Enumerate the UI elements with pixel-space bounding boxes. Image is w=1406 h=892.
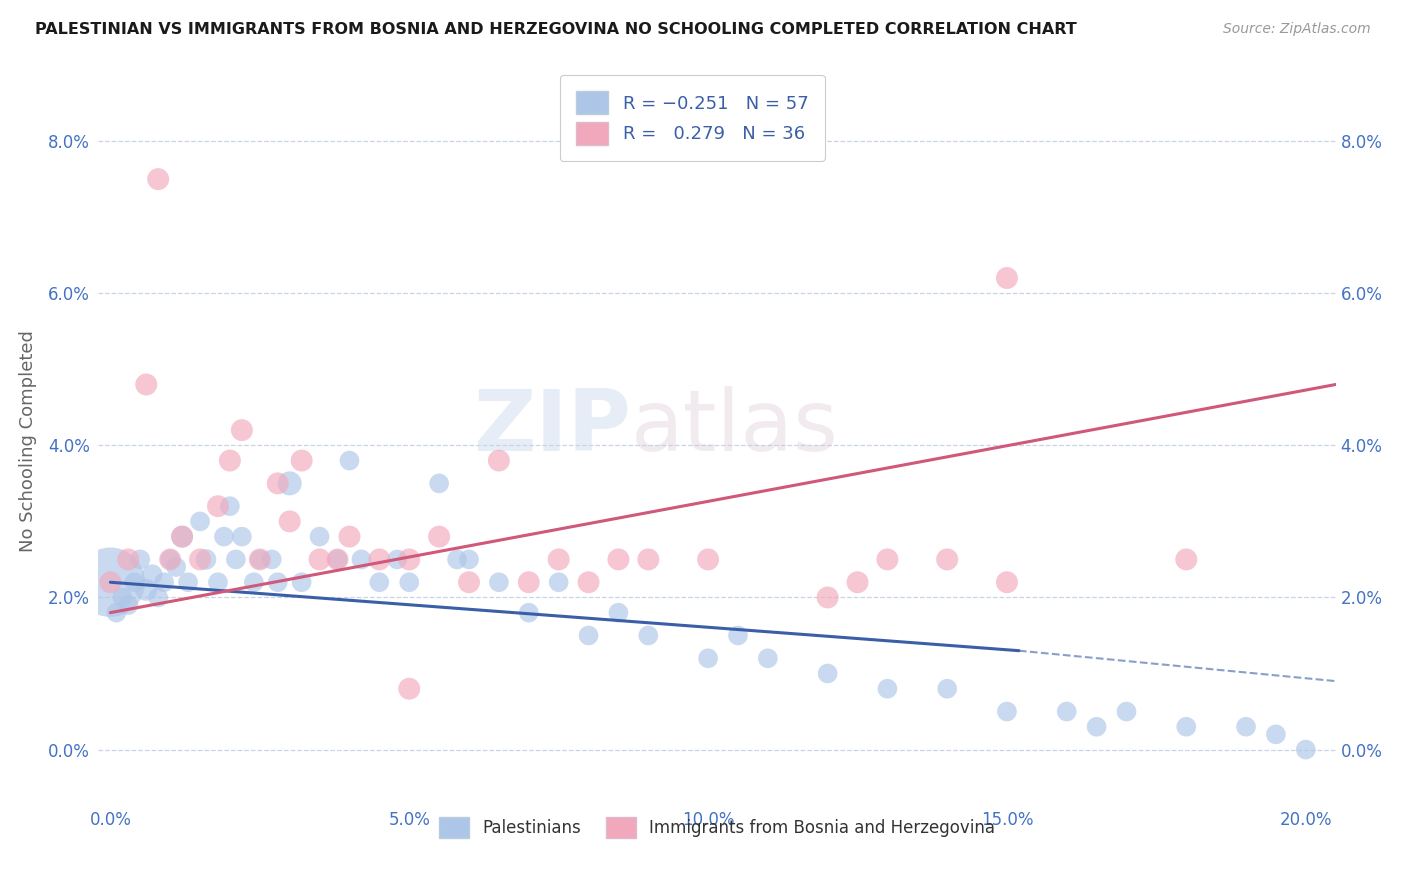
Point	[278, 476, 301, 491]
Point	[225, 552, 247, 566]
Point	[517, 575, 540, 590]
Point	[936, 552, 959, 566]
Point	[387, 552, 409, 566]
Point	[188, 515, 211, 529]
Point	[135, 377, 157, 392]
Point	[165, 560, 187, 574]
Text: PALESTINIAN VS IMMIGRANTS FROM BOSNIA AND HERZEGOVINA NO SCHOOLING COMPLETED COR: PALESTINIAN VS IMMIGRANTS FROM BOSNIA AN…	[35, 22, 1077, 37]
Point	[727, 628, 749, 642]
Point	[368, 552, 391, 566]
Point	[148, 172, 170, 186]
Point	[697, 552, 720, 566]
Point	[427, 530, 450, 544]
Point	[427, 476, 450, 491]
Point	[637, 628, 659, 642]
Point	[936, 681, 959, 696]
Point	[267, 476, 290, 491]
Point	[607, 606, 630, 620]
Point	[578, 628, 600, 642]
Point	[249, 552, 271, 566]
Point	[212, 530, 235, 544]
Point	[398, 681, 420, 696]
Point	[578, 575, 600, 590]
Point	[368, 575, 391, 590]
Point	[697, 651, 720, 665]
Point	[1295, 742, 1317, 756]
Point	[231, 530, 253, 544]
Point	[517, 606, 540, 620]
Text: atlas: atlas	[630, 385, 838, 468]
Point	[188, 552, 211, 566]
Point	[995, 271, 1018, 285]
Point	[308, 530, 330, 544]
Point	[846, 575, 869, 590]
Point	[135, 582, 157, 597]
Point	[1115, 705, 1137, 719]
Point	[1056, 705, 1078, 719]
Point	[231, 423, 253, 437]
Point	[219, 453, 242, 467]
Point	[458, 575, 481, 590]
Point	[446, 552, 468, 566]
Point	[172, 530, 194, 544]
Point	[350, 552, 373, 566]
Point	[488, 453, 510, 467]
Point	[547, 575, 569, 590]
Point	[117, 598, 139, 612]
Point	[291, 575, 314, 590]
Point	[278, 515, 301, 529]
Point	[339, 530, 361, 544]
Point	[267, 575, 290, 590]
Point	[308, 552, 330, 566]
Point	[488, 575, 510, 590]
Point	[876, 681, 898, 696]
Point	[876, 552, 898, 566]
Point	[995, 705, 1018, 719]
Point	[291, 453, 314, 467]
Point	[1175, 552, 1198, 566]
Point	[398, 552, 420, 566]
Point	[995, 575, 1018, 590]
Point	[458, 552, 481, 566]
Point	[159, 552, 181, 566]
Point	[243, 575, 266, 590]
Point	[260, 552, 283, 566]
Point	[1085, 720, 1108, 734]
Point	[756, 651, 779, 665]
Point	[177, 575, 200, 590]
Point	[817, 666, 839, 681]
Point	[111, 591, 134, 605]
Point	[326, 552, 349, 566]
Point	[172, 530, 194, 544]
Point	[105, 606, 128, 620]
Y-axis label: No Schooling Completed: No Schooling Completed	[18, 331, 37, 552]
Text: Source: ZipAtlas.com: Source: ZipAtlas.com	[1223, 22, 1371, 37]
Point	[547, 552, 569, 566]
Point	[817, 591, 839, 605]
Point	[207, 499, 229, 513]
Text: ZIP: ZIP	[472, 385, 630, 468]
Point	[249, 552, 271, 566]
Point	[339, 453, 361, 467]
Point	[326, 552, 349, 566]
Point	[1234, 720, 1257, 734]
Point	[219, 499, 242, 513]
Point	[141, 567, 163, 582]
Point	[100, 575, 122, 590]
Point	[148, 591, 170, 605]
Point	[117, 552, 139, 566]
Legend: Palestinians, Immigrants from Bosnia and Herzegovina: Palestinians, Immigrants from Bosnia and…	[432, 810, 1002, 845]
Point	[637, 552, 659, 566]
Point	[1264, 727, 1286, 741]
Point	[153, 575, 176, 590]
Point	[398, 575, 420, 590]
Point	[124, 575, 146, 590]
Point	[100, 575, 122, 590]
Point	[195, 552, 218, 566]
Point	[159, 552, 181, 566]
Point	[607, 552, 630, 566]
Point	[129, 552, 152, 566]
Point	[207, 575, 229, 590]
Point	[1175, 720, 1198, 734]
